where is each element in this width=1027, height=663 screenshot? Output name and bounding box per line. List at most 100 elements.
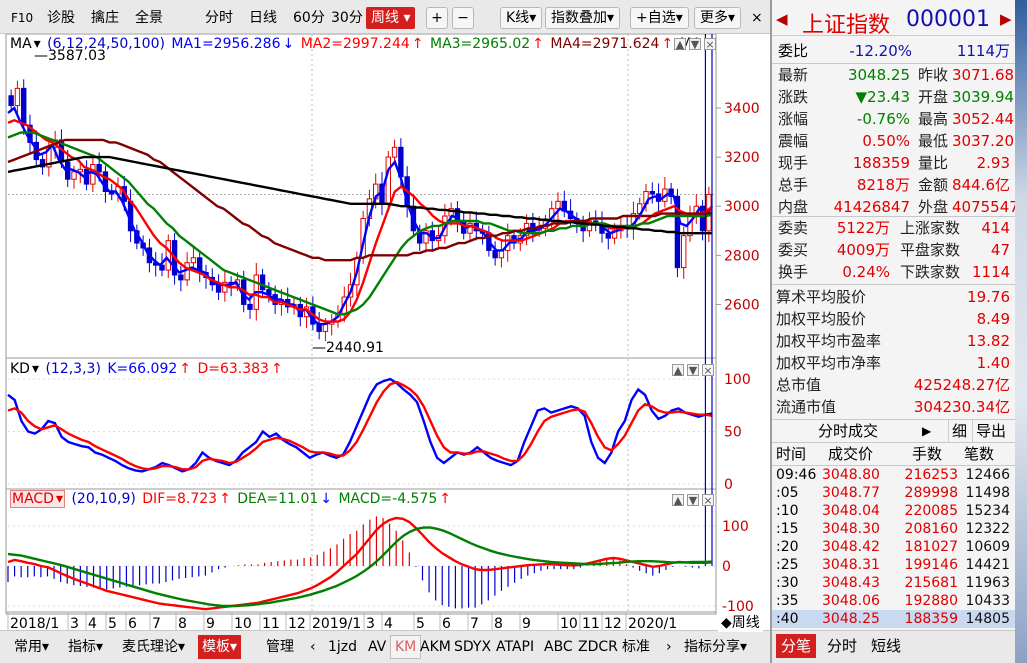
trade-row[interactable]: :40 3048.25 188359 14805 [772,610,1015,628]
trade-row[interactable]: :10 3048.04 220085 15234 [772,502,1015,520]
trade-row[interactable]: :20 3048.42 181027 10609 [772,538,1015,556]
tab-av[interactable]: AV [368,639,387,655]
more-dropdown[interactable]: 更多▾ [694,7,742,29]
tab-zdcr[interactable]: ZDCR [578,639,618,655]
panel-down-icon[interactable]: ▼ [689,38,701,51]
chart-area[interactable]: 2600 2800 3000 3200 3400 —3587.03 —2440.91 0 50 1… [0,34,770,630]
tab-akm[interactable]: AKM [420,639,451,655]
tab-timeshare[interactable]: 分时 [827,637,858,655]
scroll-right-icon[interactable]: › [666,639,672,655]
quote-value: 3052.44 [952,110,1015,128]
kd-panel-controls: ▲ ▼ × [669,364,714,377]
stat-label: 算术平均股价 [776,288,867,306]
index-overlay-dropdown[interactable]: 指数叠加▾ [545,7,621,29]
tab-manage[interactable]: 管理 [266,639,294,655]
tab-abc[interactable]: ABC [544,639,573,655]
panorama-button[interactable]: 全景 [135,10,163,26]
tab-weekly[interactable]: 周线 ▾ [366,7,416,29]
panel-close-icon[interactable]: × [704,38,716,51]
tab-30min[interactable]: 30分 [331,10,363,26]
tab-template[interactable]: 模板▾ [198,635,242,659]
ma-line [7,131,713,316]
x-tick-label: 9 [206,616,215,630]
quote-tabs: 分笔 分时 短线 [772,630,1015,663]
tab-common[interactable]: 常用▾ [14,639,50,655]
qinzhuang-button[interactable]: 擒庄 [91,10,119,26]
f10-button[interactable]: F10 [11,11,34,25]
panel-down-icon[interactable]: ▼ [687,494,699,507]
col-time: 时间 [776,445,807,463]
panel-down-icon[interactable]: ▼ [687,364,699,377]
tab-km[interactable]: KM [390,635,422,659]
tab-shortline[interactable]: 短线 [871,637,902,655]
candle-body [178,274,184,281]
trades-title[interactable]: 分时成交 [818,422,879,440]
panel-up-icon[interactable]: ▲ [672,364,684,377]
ma-label[interactable]: MA [10,36,32,52]
quote-label: 涨跌 [778,88,809,106]
period-corner-label: ◆周线 [718,612,763,632]
quote-value: ▼23.43 [855,88,910,106]
tab-intraday[interactable]: 分时 [205,10,233,26]
kline-dropdown[interactable]: K线▾ [500,7,543,29]
scroll-left-icon[interactable]: ‹ [310,639,316,655]
candle-body [681,235,687,269]
close-icon[interactable]: × [751,10,763,26]
tab-ticks[interactable]: 分笔 [776,634,817,658]
trade-hands: 289998 [904,485,958,501]
trade-time: :25 [776,557,799,573]
kd-label[interactable]: KD [10,361,30,377]
chart-frame [5,34,717,615]
ma2-value: MA2=2997.244 [300,36,410,52]
x-tick-label: 9 [522,616,531,630]
add-watchlist-dropdown[interactable]: +自选▾ [630,7,689,29]
x-tick-label: 10 [560,616,578,630]
trade-row[interactable]: :35 3048.06 192880 10433 [772,592,1015,610]
stat-value: 425248.27亿 [913,376,1010,394]
tab-sdyx[interactable]: SDYX [454,639,492,655]
zoom-out-button[interactable]: − [452,7,474,29]
panel-up-icon[interactable]: ▲ [672,494,684,507]
trade-row[interactable]: :05 3048.77 289998 11498 [772,484,1015,502]
quote-label: 最高 [918,110,949,128]
macd-label[interactable]: MACD ▾ [10,490,65,508]
tab-1jzd[interactable]: 1jzd [328,639,358,655]
diagnose-button[interactable]: 诊股 [47,10,75,26]
tab-indicator-share[interactable]: 指标分享▾ [684,639,748,655]
trade-hands: 188359 [904,611,958,627]
trade-time: :15 [776,521,799,537]
panel-close-icon[interactable]: × [702,364,714,377]
kline-chart-svg[interactable]: 26002800300032003400—3587.03—2440.910501… [0,34,770,630]
panel-up-icon[interactable]: ▲ [674,38,686,51]
detail-button[interactable]: 细 [948,420,967,442]
stat-label: 加权平均市盈率 [776,332,882,350]
trade-row[interactable]: :15 3048.30 208160 12322 [772,520,1015,538]
export-button[interactable]: 导出 [972,420,1006,442]
next-stock-icon[interactable]: ▶ [1000,10,1012,28]
panel-close-icon[interactable]: × [702,494,714,507]
trade-price: 3048.42 [822,539,880,555]
ma-line [7,155,712,235]
trades-title-bar: 分时成交 ▶ 细 导出 [818,420,1007,442]
x-tick-label: 11 [582,616,600,630]
trade-hands: 215681 [904,575,958,591]
trade-count: 15234 [965,503,1010,519]
prev-stock-icon[interactable]: ◀ [776,10,788,28]
tab-mai-theory[interactable]: 麦氏理论▾ [122,639,186,655]
tab-indicators[interactable]: 指标▾ [68,639,104,655]
k-value: K=66.092 [107,361,178,377]
trade-count: 12466 [965,467,1010,483]
tab-daily[interactable]: 日线 [249,10,277,26]
ma1-value: MA1=2956.286 [171,36,281,52]
ma-panel-controls: ▲ ▼ × [671,38,716,51]
zoom-in-button[interactable]: + [426,7,448,29]
tab-atapi[interactable]: ATAPI [496,639,535,655]
tab-60min[interactable]: 60分 [293,10,325,26]
trade-row[interactable]: :25 3048.31 199146 14421 [772,556,1015,574]
trade-row[interactable]: 09:46 3048.80 216253 12466 [772,466,1015,484]
candle-body [39,159,46,168]
quote-value: 0.50% [862,132,910,150]
trade-row[interactable]: :30 3048.43 215681 11963 [772,574,1015,592]
order-value: 4009万 [836,241,890,259]
tab-standard[interactable]: 标准 [622,639,650,655]
